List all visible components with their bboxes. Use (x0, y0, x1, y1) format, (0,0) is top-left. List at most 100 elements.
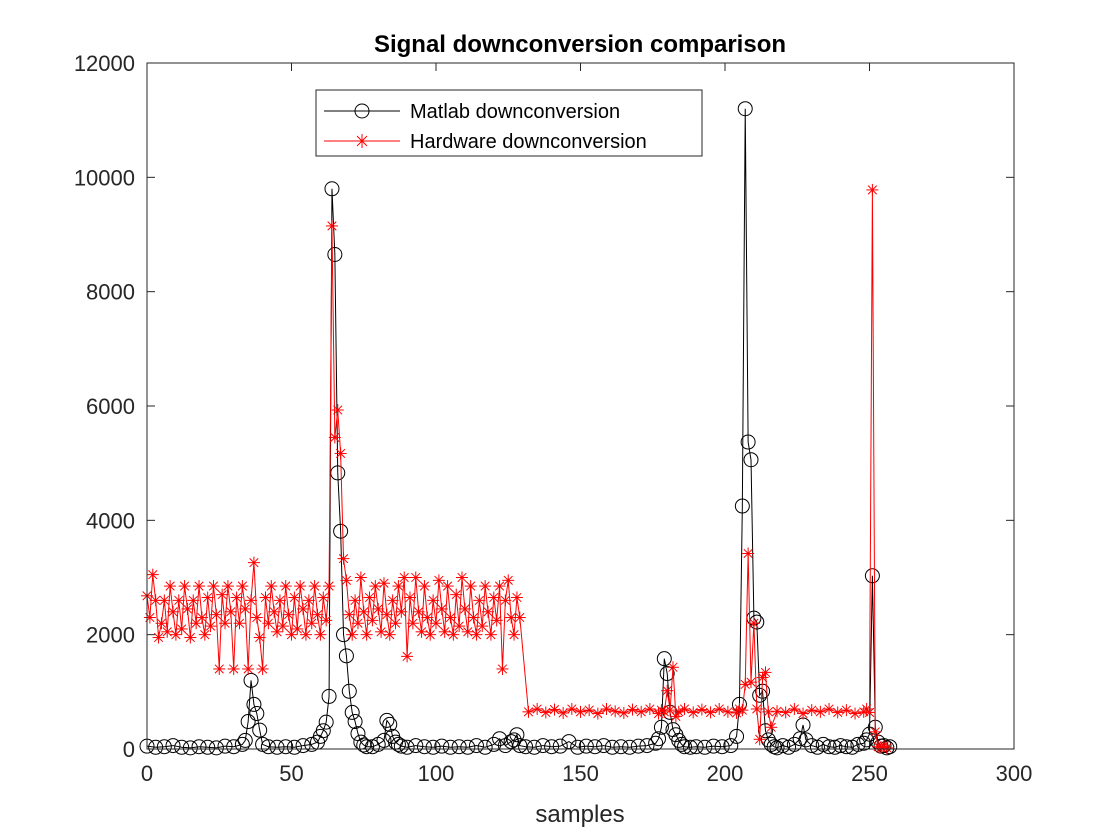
data-point (247, 556, 260, 569)
data-point (372, 602, 385, 615)
data-point (375, 625, 388, 638)
data-point (740, 434, 756, 450)
data-point (779, 706, 792, 719)
legend: Matlab downconversion Hardware downconve… (315, 89, 703, 157)
data-point (302, 594, 315, 607)
data-point (340, 574, 353, 587)
data-point (148, 739, 164, 755)
data-point (838, 739, 854, 755)
data-point (191, 739, 207, 755)
data-point (398, 571, 411, 584)
data-point (233, 617, 246, 630)
data-point (234, 736, 250, 752)
data-point (200, 739, 216, 755)
data-point (671, 732, 687, 748)
x-tick-label: 50 (279, 761, 303, 786)
data-point (343, 608, 356, 621)
data-point (204, 620, 217, 633)
data-point (827, 739, 843, 755)
data-point (273, 594, 286, 607)
data-point (216, 588, 229, 601)
data-point (208, 740, 224, 756)
data-point (146, 568, 159, 581)
data-point (318, 714, 334, 730)
y-tick-label: 0 (123, 737, 135, 762)
data-point (639, 738, 655, 754)
data-point (401, 650, 414, 663)
data-point (458, 602, 471, 615)
data-point (242, 662, 255, 675)
plot-frame (146, 62, 1015, 750)
data-point (729, 728, 745, 744)
data-point (743, 452, 759, 468)
data-point (486, 736, 502, 752)
data-point (259, 591, 272, 604)
data-point (243, 672, 259, 688)
legend-marker-hardware (355, 134, 369, 148)
data-point (334, 447, 347, 460)
data-point (648, 735, 664, 751)
data-point (221, 580, 234, 593)
data-point (143, 611, 156, 624)
data-point (552, 738, 568, 754)
data-point (291, 622, 304, 635)
data-point (430, 617, 442, 630)
data-point (856, 735, 872, 751)
data-point (651, 731, 667, 747)
data-point (570, 739, 586, 755)
data-point (762, 705, 775, 718)
data-point (299, 628, 312, 641)
data-point (181, 602, 194, 615)
data-point (165, 738, 181, 754)
data-point (286, 739, 302, 755)
data-point (239, 602, 252, 615)
data-point (596, 738, 612, 754)
data-point (695, 703, 708, 716)
data-point (219, 617, 232, 630)
x-tick-label: 150 (562, 761, 599, 786)
data-point (622, 739, 638, 755)
data-point (574, 705, 587, 718)
data-point (252, 722, 268, 738)
data-point (262, 617, 275, 630)
data-point (182, 740, 198, 756)
data-point (230, 591, 243, 604)
data-point (276, 620, 289, 633)
data-point (672, 705, 685, 718)
data-point (425, 739, 441, 755)
data-point (704, 706, 717, 719)
data-point (653, 719, 669, 735)
y-tick-label: 8000 (86, 280, 135, 305)
data-point (207, 580, 220, 593)
data-point (697, 739, 713, 755)
data-point (324, 181, 340, 197)
data-point (745, 676, 758, 689)
data-point (395, 605, 408, 618)
data-point (522, 705, 535, 718)
series-hardware (141, 183, 893, 754)
data-point (256, 662, 269, 675)
x-tick-label: 250 (851, 761, 888, 786)
data-point (330, 465, 346, 481)
data-point (578, 738, 594, 754)
data-point (403, 591, 416, 604)
data-point (438, 625, 451, 638)
data-point (747, 617, 760, 630)
data-point (849, 707, 862, 720)
data-point (476, 620, 489, 633)
legend-marker-matlab (354, 103, 370, 119)
data-point (742, 547, 755, 560)
data-point (484, 628, 497, 641)
data-point (337, 552, 350, 565)
data-point (278, 739, 294, 755)
data-point (659, 666, 675, 682)
data-point (635, 705, 648, 718)
data-point (468, 738, 484, 754)
data-point (814, 705, 827, 718)
data-point (408, 738, 424, 754)
x-axis-label: samples (535, 801, 624, 828)
data-point (688, 739, 704, 755)
data-point (591, 707, 604, 720)
data-point (377, 577, 390, 590)
